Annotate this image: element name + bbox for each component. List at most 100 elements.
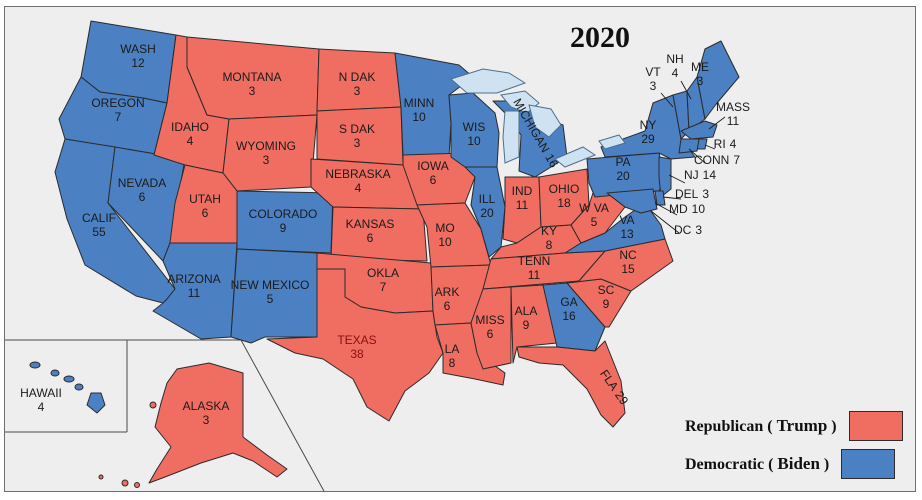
- state-label-minn: MINN 10: [404, 96, 435, 124]
- island-fragments: [29, 361, 157, 488]
- state-shape-va[interactable]: [564, 202, 666, 254]
- state-label-nh: NH 4: [666, 52, 683, 80]
- state-label-sc: SC 9: [598, 283, 615, 311]
- state-label-ohio: OHIO 18: [549, 182, 580, 210]
- state-label-del: DEL 3: [675, 187, 709, 201]
- state-name-hawaii: HAWAII: [20, 386, 62, 400]
- state-label-nj: NJ 14: [684, 168, 716, 182]
- state-shape-del[interactable]: [654, 190, 666, 206]
- state-label-idaho: IDAHO 4: [171, 120, 209, 148]
- state-shape-wyoming[interactable]: [222, 114, 318, 192]
- legend-swatch-democratic: [841, 449, 896, 479]
- state-name-kansas: KANSAS: [346, 217, 395, 231]
- state-name-new-mexico: NEW MEXICO: [231, 278, 310, 292]
- state-shape-texas[interactable]: [266, 268, 444, 422]
- state-votes-md: 10: [692, 202, 706, 216]
- state-votes-michigan: 16: [542, 151, 561, 170]
- state-label-montana: MONTANA 3: [222, 70, 281, 98]
- state-label-vt: VT 3: [645, 65, 661, 93]
- state-label-md: MD 10: [669, 202, 705, 216]
- state-label-mass: MASS 11: [716, 100, 750, 128]
- state-shape-alaska[interactable]: [148, 362, 288, 484]
- state-name-iowa: IOWA: [417, 159, 449, 173]
- state-name-va: VA: [619, 213, 634, 227]
- state-votes-nj: 14: [703, 168, 717, 182]
- state-votes-mo: 10: [438, 235, 452, 249]
- state-name-nc: NC: [619, 248, 637, 262]
- state-label-miss: MISS 6: [475, 313, 504, 341]
- state-label-calif: CALIF 55: [82, 211, 116, 239]
- state-label-wis: WIS 10: [463, 120, 486, 148]
- state-shape-hawaii[interactable]: [86, 392, 106, 414]
- state-name-ga: GA: [560, 295, 577, 309]
- state-shape-kansas[interactable]: [330, 206, 428, 262]
- state-shape-mass[interactable]: [680, 120, 718, 140]
- state-votes-dc: 3: [695, 223, 702, 237]
- state-label-pa: PA 20: [615, 155, 630, 183]
- state-shape-ala[interactable]: [510, 284, 558, 364]
- state-label-nc: NC 15: [619, 248, 637, 276]
- state-label-ala: ALA 9: [515, 304, 538, 332]
- state-votes-colorado: 9: [280, 221, 287, 235]
- state-votes-ri: 4: [730, 137, 737, 151]
- state-votes-miss: 6: [487, 327, 494, 341]
- state-name-calif: CALIF: [82, 211, 116, 225]
- state-name-s-dak: S DAK: [339, 122, 375, 136]
- state-name-ny: NY: [640, 118, 657, 132]
- state-votes-minn: 10: [412, 110, 426, 124]
- state-votes-oregon: 7: [115, 110, 122, 124]
- state-name-w-va: W VA: [579, 201, 609, 215]
- state-label-okla: OKLA 7: [367, 266, 399, 294]
- state-name-utah: UTAH: [189, 192, 221, 206]
- state-votes-nevada: 6: [139, 190, 146, 204]
- state-votes-idaho: 4: [187, 134, 194, 148]
- state-votes-tenn: 11: [528, 268, 541, 282]
- state-shape-fla[interactable]: [516, 340, 626, 428]
- state-votes-ark: 6: [444, 299, 451, 313]
- state-name-nebraska: NEBRASKA: [325, 167, 390, 181]
- state-label-wash: WASH 12: [120, 42, 156, 70]
- state-label-ark: ARK 6: [435, 285, 460, 313]
- state-shape-new-mexico[interactable]: [230, 248, 318, 344]
- state-name-ala: ALA: [515, 304, 538, 318]
- state-label-utah: UTAH 6: [189, 192, 221, 220]
- state-shape-ga[interactable]: [542, 282, 606, 352]
- state-votes-ga: 16: [562, 309, 576, 323]
- state-votes-arizona: 11: [188, 286, 201, 300]
- state-label-n-dak: N DAK 3: [339, 70, 376, 98]
- legend-item-democratic: Democratic ( Biden ): [685, 449, 896, 479]
- state-shapes: [54, 20, 740, 484]
- state-votes-wash: 12: [131, 56, 145, 70]
- state-label-wyoming: WYOMING 3: [236, 139, 296, 167]
- state-label-arizona: ARIZONA 11: [167, 272, 220, 300]
- state-name-ind: IND: [512, 184, 533, 198]
- state-name-ohio: OHIO: [549, 182, 580, 196]
- state-votes-mass: 11: [727, 114, 740, 128]
- state-votes-utah: 6: [202, 206, 209, 220]
- state-shape-md[interactable]: [606, 188, 658, 214]
- state-votes-hawaii: 4: [38, 400, 45, 414]
- state-name-mass: MASS: [716, 100, 750, 114]
- state-votes-montana: 3: [249, 84, 256, 98]
- state-name-miss: MISS: [475, 313, 504, 327]
- state-label-ga: GA 16: [560, 295, 577, 323]
- legend-label-republican: Republican ( Trump ): [685, 416, 837, 435]
- state-votes-texas: 38: [350, 347, 364, 361]
- state-name-ri: RI: [714, 137, 726, 151]
- state-votes-wyoming: 3: [263, 153, 270, 167]
- state-votes-iowa: 6: [430, 173, 437, 187]
- state-label-oregon: OREGON 7: [91, 96, 144, 124]
- state-votes-wis: 10: [467, 134, 481, 148]
- state-shape-conn[interactable]: [678, 138, 700, 154]
- state-shape-me[interactable]: [696, 40, 740, 120]
- state-label-kansas: KANSAS 6: [346, 217, 395, 245]
- state-votes-ind: 11: [516, 198, 529, 212]
- state-shape-ill[interactable]: [464, 166, 506, 258]
- state-name-md: MD: [669, 202, 688, 216]
- state-votes-kansas: 6: [367, 231, 374, 245]
- state-name-ark: ARK: [435, 285, 460, 299]
- state-name-nj: NJ: [684, 168, 699, 182]
- state-label-conn: CONN 7: [694, 153, 740, 167]
- state-votes-ill: 20: [480, 206, 494, 220]
- state-shape-nj[interactable]: [658, 156, 672, 198]
